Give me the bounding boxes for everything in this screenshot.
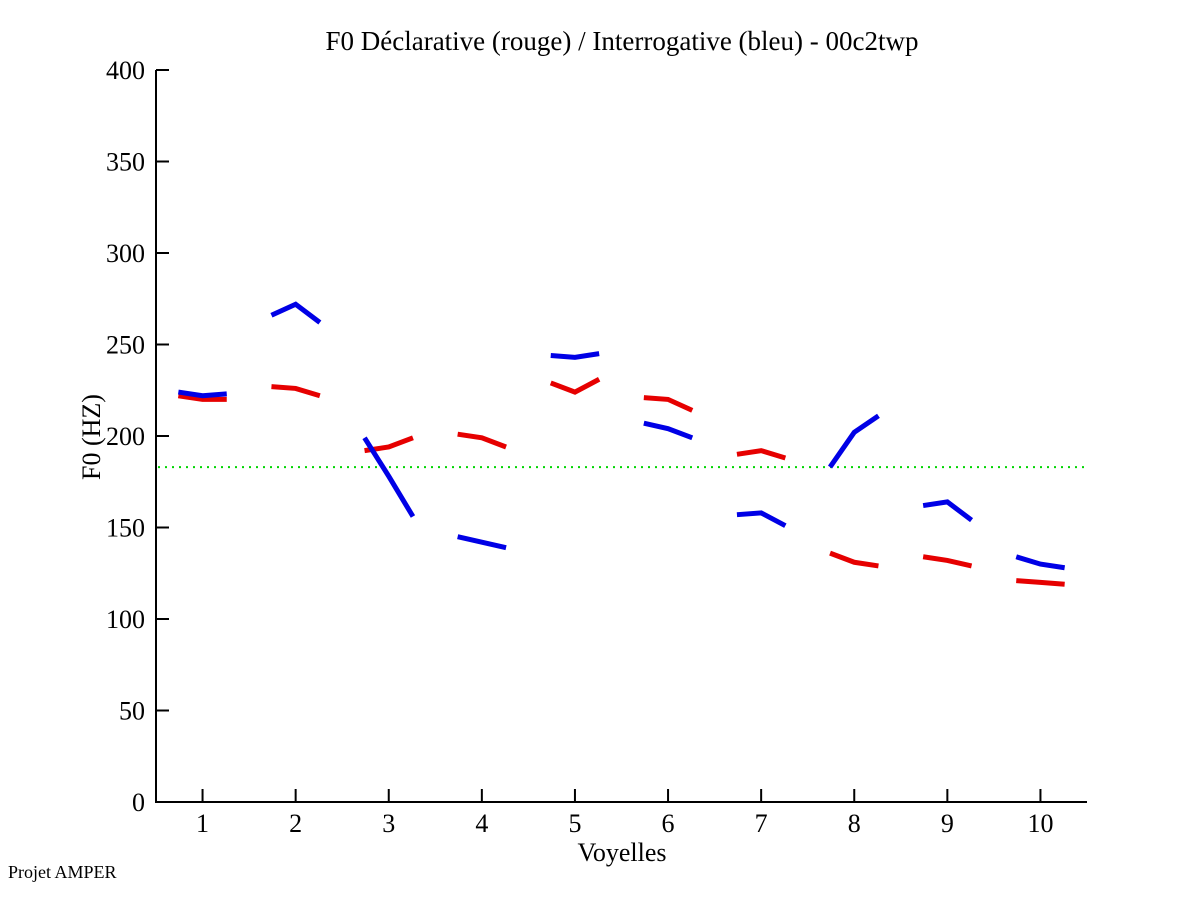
x-tick-label: 7: [755, 809, 768, 838]
x-tick-label: 3: [382, 809, 395, 838]
axes-layer: 0 50 100 150 200 250 300 350 400 1 2 3 4 5 6 7 8 9 10: [106, 56, 1087, 838]
y-tick-label: 50: [119, 697, 145, 726]
y-axis-label: F0 (HZ): [77, 394, 106, 480]
x-tick-label: 2: [289, 809, 302, 838]
segment-bleu-v2: [270, 301, 322, 325]
segment-bleu-v8: [827, 413, 880, 469]
y-tick-label: 400: [106, 56, 145, 85]
segment-bleu-v5: [550, 351, 600, 360]
segment-rouge-v2: [271, 384, 321, 399]
segment-rouge-v8: [829, 550, 879, 569]
segment-bleu-v3: [362, 436, 416, 518]
y-tick-label: 150: [106, 514, 145, 543]
segment-bleu-v9: [922, 499, 974, 523]
y-tick-label: 250: [106, 331, 145, 360]
x-tick-label: 5: [568, 809, 581, 838]
x-tick-label: 10: [1027, 809, 1053, 838]
x-tick-label: 1: [196, 809, 209, 838]
segment-bleu-v10: [1015, 554, 1066, 571]
segment-rouge-v7: [736, 448, 787, 461]
y-tick-label: 350: [106, 148, 145, 177]
segment-rouge-v1: [177, 393, 227, 402]
segment-rouge-v5: [549, 377, 601, 395]
segment-bleu-v4: [457, 534, 507, 551]
y-tick-label: 100: [106, 605, 145, 634]
segment-rouge-v10: [1016, 578, 1065, 587]
x-tick-label: 6: [662, 809, 675, 838]
x-tick-label: 4: [475, 809, 488, 838]
footer-project-label: Projet AMPER: [8, 862, 117, 882]
x-tick-label: 9: [941, 809, 954, 838]
segment-bleu-v6: [643, 420, 694, 441]
chart-title: F0 Déclarative (rouge) / Interrogative (…: [325, 26, 918, 56]
segment-rouge-v4: [457, 431, 507, 450]
segment-rouge-v9: [922, 554, 973, 569]
y-tick-label: 300: [106, 239, 145, 268]
segment-bleu-v1: [177, 389, 227, 399]
segment-rouge-v6: [643, 395, 694, 413]
data-series-layer: [177, 301, 1066, 587]
x-tick-label: 8: [848, 809, 861, 838]
y-tick-label: 200: [106, 422, 145, 451]
segment-bleu-v7: [736, 510, 787, 528]
axis-frame: [155, 70, 1087, 803]
x-axis-label: Voyelles: [577, 838, 666, 867]
y-tick-label: 0: [132, 788, 145, 817]
